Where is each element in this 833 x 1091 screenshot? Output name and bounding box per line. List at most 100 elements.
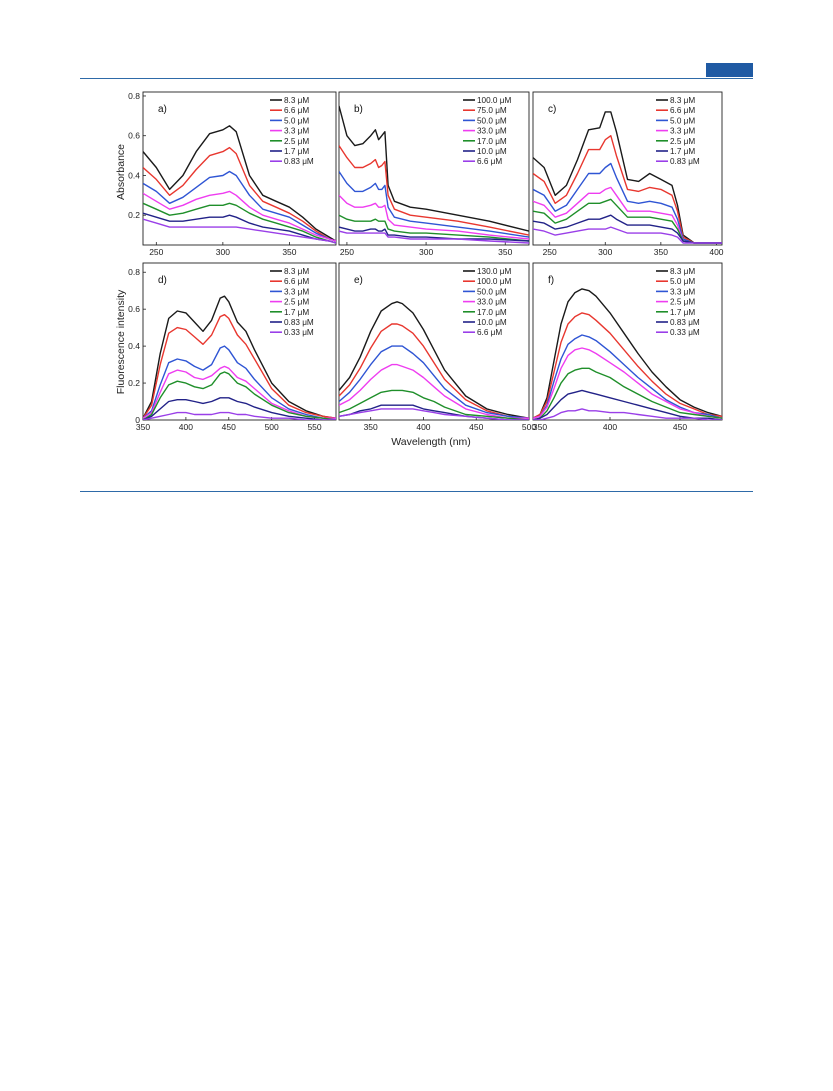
spectra-figure: Absorbance Fluorescence intensity Wavele… <box>115 91 724 448</box>
legend-entry: 0.83 μM <box>670 157 700 166</box>
series-line-6 <box>339 230 529 244</box>
legend-entry: 3.3 μM <box>284 127 309 136</box>
y-tick-label: 0.2 <box>128 378 140 388</box>
x-tick-label: 350 <box>533 422 547 432</box>
legend-entry: 10.0 μM <box>477 147 507 156</box>
y-tick-label: 0.4 <box>128 341 140 351</box>
series-line-4 <box>533 367 722 420</box>
x-tick-label: 400 <box>179 422 193 432</box>
y-tick-label: 0.8 <box>128 267 140 277</box>
legend-entry: 1.7 μM <box>284 308 309 317</box>
legend-entry: 6.6 μM <box>670 106 695 115</box>
legend-entry: 3.3 μM <box>670 127 695 136</box>
panel-label: a) <box>158 104 167 115</box>
legend-entry: 50.0 μM <box>477 287 507 296</box>
legend-entry: 1.7 μM <box>670 147 695 156</box>
legend-entry: 1.7 μM <box>670 308 695 317</box>
series-line-2 <box>339 171 529 238</box>
x-tick-label: 300 <box>598 247 612 257</box>
legend-entry: 33.0 μM <box>477 298 507 307</box>
x-tick-label: 450 <box>222 422 236 432</box>
legend-entry: 75.0 μM <box>477 106 507 115</box>
series-line-5 <box>339 226 529 242</box>
legend-entry: 3.3 μM <box>670 287 695 296</box>
panel-label: e) <box>354 275 363 286</box>
x-tick-label: 350 <box>654 247 668 257</box>
legend-entry: 8.3 μM <box>670 96 695 105</box>
panel-0: 250 300 350 0.2 0.4 0.6 0.8 a) 8.3 μM6.6 μM5.0 μ… <box>128 91 337 257</box>
plot-frame <box>142 91 337 246</box>
legend-entry: 50.0 μM <box>477 116 507 125</box>
legend-entry: 130.0 μM <box>477 267 511 276</box>
series-line-6 <box>339 408 529 420</box>
y-axis-label-fluorescence: Fluorescence intensity <box>115 289 127 394</box>
legend-entry: 0.83 μM <box>670 318 700 327</box>
series-line-6 <box>143 218 336 244</box>
x-axis-label-wavelength: Wavelength (nm) <box>391 436 471 448</box>
legend-entry: 100.0 μM <box>477 277 511 286</box>
x-tick-label: 400 <box>416 422 430 432</box>
legend-entry: 6.6 μM <box>284 277 309 286</box>
y-tick-label: 0.6 <box>128 304 140 314</box>
series-line-3 <box>339 363 529 419</box>
series-line-3 <box>143 365 336 419</box>
series-line-2 <box>143 170 336 242</box>
footer-rule <box>80 491 753 492</box>
x-tick-label: 400 <box>709 247 723 257</box>
x-tick-label: 450 <box>469 422 483 432</box>
x-tick-label: 350 <box>498 247 512 257</box>
plot-frame <box>338 91 530 246</box>
series-line-4 <box>143 202 336 244</box>
y-tick-label: 0.4 <box>128 170 140 180</box>
legend-entry: 2.5 μM <box>284 298 309 307</box>
x-tick-label: 450 <box>673 422 687 432</box>
series-line-1 <box>143 314 336 419</box>
legend-entry: 6.6 μM <box>477 328 502 337</box>
x-tick-label: 500 <box>522 422 536 432</box>
series-line-2 <box>533 162 722 244</box>
panel-2: 250 300 350 400 c) 8.3 μM6.6 μM5.0 μM 3.3 μM2.… <box>532 91 724 257</box>
legend-entry: 17.0 μM <box>477 137 507 146</box>
legend-entry: 0.83 μM <box>284 318 314 327</box>
series-line-3 <box>339 194 529 240</box>
x-tick-label: 250 <box>149 247 163 257</box>
series-line-0 <box>339 105 529 232</box>
legend-entry: 5.0 μM <box>670 116 695 125</box>
x-tick-label: 250 <box>543 247 557 257</box>
series-line-1 <box>143 146 336 242</box>
series-line-0 <box>143 125 336 242</box>
legend-entry: 5.0 μM <box>670 277 695 286</box>
panel-label: f) <box>548 275 554 286</box>
legend-entry: 8.3 μM <box>284 96 309 105</box>
legend-entry: 8.3 μM <box>670 267 695 276</box>
series-line-3 <box>143 190 336 242</box>
series-line-4 <box>339 389 529 420</box>
series-line-6 <box>143 411 336 420</box>
y-tick-label: 0 <box>135 415 140 425</box>
panel-label: c) <box>548 104 556 115</box>
legend-entry: 0.33 μM <box>284 328 314 337</box>
plot-frame <box>532 91 723 246</box>
series-line-1 <box>339 145 529 236</box>
legend-entry: 5.0 μM <box>284 116 309 125</box>
series-line-0 <box>143 295 336 419</box>
x-tick-label: 500 <box>265 422 279 432</box>
legend-entry: 6.6 μM <box>477 157 502 166</box>
x-tick-label: 300 <box>216 247 230 257</box>
plot-frame <box>338 262 530 421</box>
series-line-1 <box>533 312 722 419</box>
series-line-5 <box>143 212 336 244</box>
plot-frame <box>532 262 723 421</box>
panel-label: d) <box>158 275 167 286</box>
series-line-4 <box>339 214 529 242</box>
y-axis-label-absorbance: Absorbance <box>115 144 127 200</box>
series-line-5 <box>533 389 722 420</box>
legend-entry: 6.6 μM <box>284 106 309 115</box>
series-line-0 <box>533 288 722 419</box>
series-line-5 <box>533 214 722 244</box>
series-line-2 <box>143 345 336 419</box>
y-tick-label: 0.2 <box>128 210 140 220</box>
y-tick-label: 0.6 <box>128 131 140 141</box>
plot-frame <box>142 262 337 421</box>
